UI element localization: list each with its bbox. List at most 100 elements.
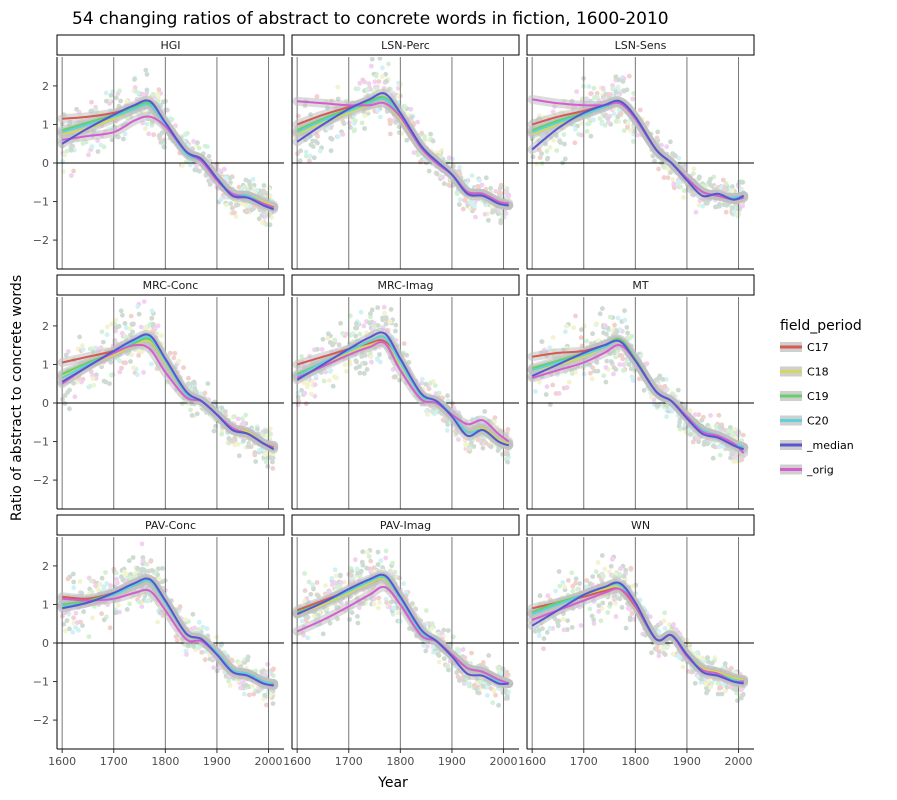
scatter-point xyxy=(108,583,113,588)
scatter-point xyxy=(480,445,486,451)
scatter-point xyxy=(455,674,461,680)
scatter-point xyxy=(557,583,563,589)
scatter-point xyxy=(506,689,511,695)
scatter-point xyxy=(702,439,707,445)
scatter-point xyxy=(247,443,252,449)
scatter-point xyxy=(119,365,124,371)
y-tick-label: 0 xyxy=(42,637,49,650)
scatter-point xyxy=(268,431,273,437)
scatter-point xyxy=(244,207,250,213)
scatter-point xyxy=(627,334,632,340)
scatter-point xyxy=(613,74,619,79)
scatter-point xyxy=(580,96,586,102)
scatter-point xyxy=(560,580,566,585)
scatter-point xyxy=(602,122,608,128)
scatter-point xyxy=(677,179,682,185)
scatter-point xyxy=(682,188,687,194)
scatter-point xyxy=(374,109,380,114)
scatter-point xyxy=(700,655,706,661)
scatter-point xyxy=(225,440,231,446)
scatter-point xyxy=(67,406,72,412)
scatter-point xyxy=(229,657,235,663)
scatter-point xyxy=(652,158,657,164)
scatter-point xyxy=(437,173,443,179)
scatter-point xyxy=(641,387,647,393)
scatter-point xyxy=(628,565,634,571)
scatter-point xyxy=(365,550,370,555)
scatter-point xyxy=(656,375,661,381)
scatter-point xyxy=(610,83,615,88)
scatter-point xyxy=(730,205,735,211)
scatter-point xyxy=(252,452,258,458)
scatter-point xyxy=(355,569,360,575)
scatter-point xyxy=(381,304,387,310)
x-tick-label: 2000 xyxy=(725,755,753,768)
scatter-point xyxy=(429,626,435,632)
scatter-point xyxy=(66,611,72,617)
scatter-point xyxy=(228,210,234,216)
scatter-point xyxy=(613,330,618,336)
scatter-point xyxy=(426,137,432,143)
scatter-point xyxy=(429,408,435,413)
scatter-point xyxy=(184,652,189,657)
scatter-point xyxy=(382,310,387,316)
scatter-point xyxy=(262,427,268,433)
scatter-point xyxy=(496,190,502,195)
scatter-point xyxy=(144,561,150,567)
scatter-point xyxy=(360,549,366,555)
scatter-point xyxy=(359,354,365,359)
scatter-point xyxy=(484,685,490,690)
scatter-point xyxy=(239,416,245,422)
scatter-point xyxy=(601,373,607,379)
scatter-point xyxy=(560,616,566,622)
scatter-point xyxy=(88,369,94,375)
facet-strip xyxy=(56,34,285,56)
scatter-point xyxy=(492,415,498,420)
scatter-point xyxy=(192,386,198,391)
scatter-point xyxy=(660,377,666,382)
scatter-point xyxy=(394,574,399,580)
scatter-point xyxy=(704,685,709,691)
scatter-point xyxy=(672,153,677,159)
scatter-point xyxy=(428,380,433,386)
scatter-point xyxy=(247,181,253,187)
scatter-point xyxy=(149,361,154,367)
scatter-point xyxy=(544,630,550,635)
scatter-point xyxy=(342,362,348,368)
scatter-point xyxy=(73,379,79,385)
scatter-point xyxy=(558,140,563,146)
scatter-point xyxy=(396,93,401,99)
scatter-point xyxy=(625,605,631,611)
scatter-point xyxy=(668,139,673,145)
series-line-median xyxy=(61,577,274,687)
scatter-point xyxy=(504,448,509,454)
scatter-point xyxy=(240,684,246,689)
scatter-point xyxy=(544,148,550,154)
scatter-point xyxy=(262,450,267,455)
scatter-point xyxy=(660,645,665,651)
scatter-point xyxy=(382,79,388,85)
scatter-point xyxy=(617,572,622,577)
scatter-point xyxy=(662,626,668,631)
scatter-point xyxy=(120,577,126,583)
scatter-point xyxy=(470,208,475,214)
scatter-point xyxy=(305,381,311,387)
scatter-point xyxy=(723,688,728,694)
scatter-point xyxy=(64,618,70,623)
scatter-point xyxy=(410,113,416,119)
scatter-point xyxy=(191,139,197,144)
scatter-point xyxy=(606,327,611,333)
scatter-point xyxy=(76,627,81,633)
scatter-point xyxy=(295,394,301,400)
scatter-point xyxy=(329,576,335,581)
scatter-point xyxy=(487,443,492,448)
scatter-point xyxy=(612,595,617,601)
scatter-point xyxy=(476,690,482,696)
scatter-point xyxy=(616,111,622,117)
scatter-point xyxy=(673,627,679,632)
scatter-point xyxy=(355,572,361,578)
scatter-point xyxy=(602,325,608,330)
scatter-point xyxy=(425,383,431,388)
scatter-point xyxy=(541,646,546,652)
scatter-point xyxy=(223,175,229,181)
